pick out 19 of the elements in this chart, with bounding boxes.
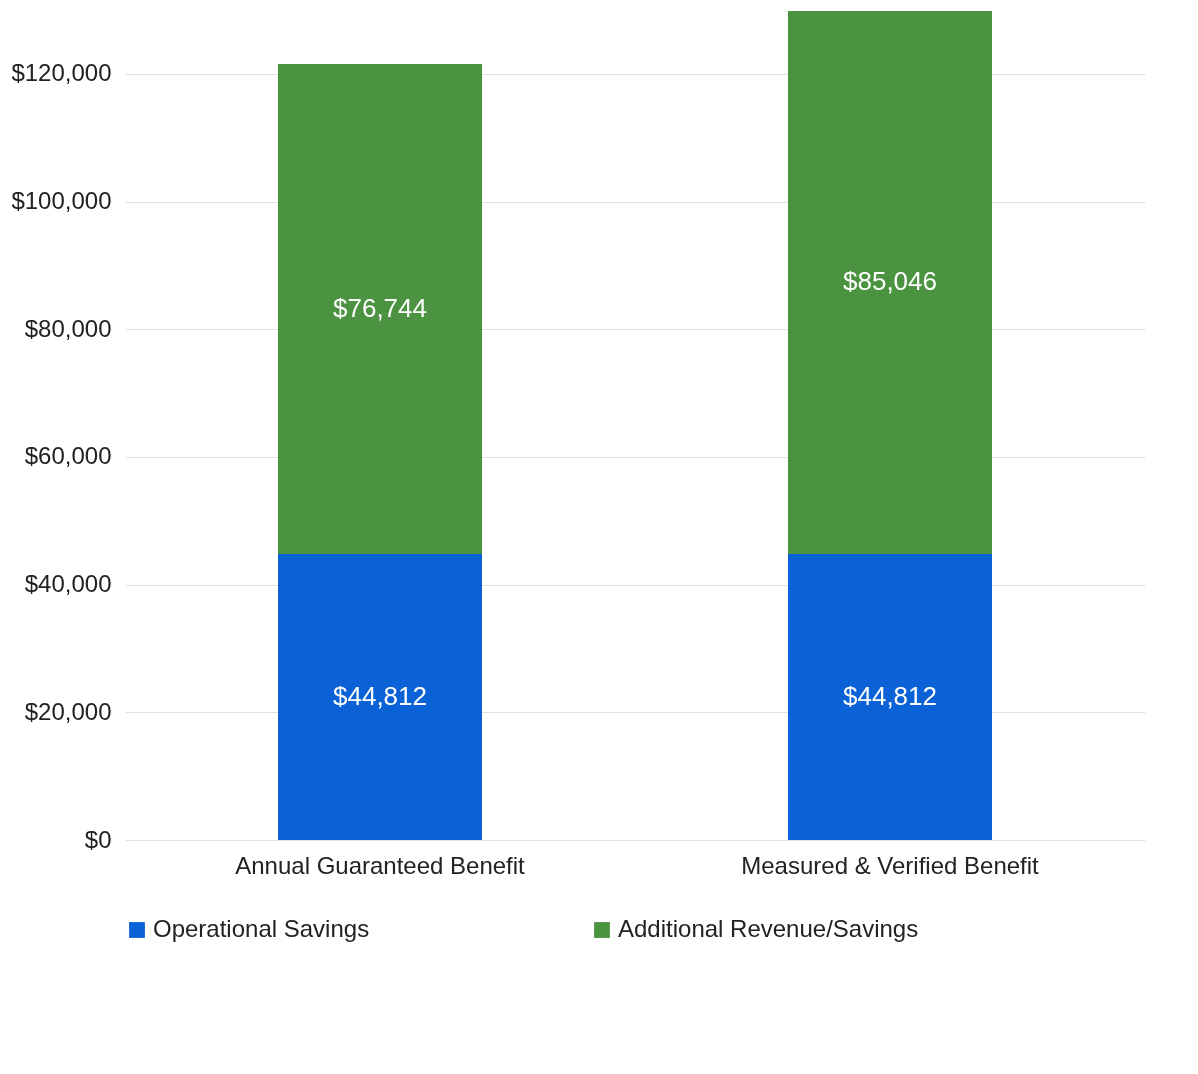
- text: $44,812: [843, 680, 937, 711]
- bar: [278, 553, 482, 840]
- bar: [278, 63, 482, 554]
- bar: [788, 10, 992, 554]
- x-tick-label: Annual Guaranteed Benefit: [235, 851, 526, 879]
- legend-label: Operational Savings: [153, 915, 370, 942]
- text: $85,046: [843, 266, 937, 297]
- y-tick-label: $20,000: [24, 697, 112, 725]
- y-tick-label: $80,000: [24, 314, 112, 342]
- y-tick-label: $100,000: [11, 187, 112, 215]
- bar: [788, 553, 992, 840]
- y-tick-label: $120,000: [11, 59, 112, 87]
- text: $44,812: [333, 680, 427, 711]
- legend-label: Additional Revenue/Savings: [618, 915, 919, 942]
- text: $76,744: [333, 292, 427, 323]
- y-tick-label: $0: [84, 825, 112, 853]
- x-tick-label: Measured & Verified Benefit: [741, 851, 1040, 879]
- y-tick-label: $40,000: [24, 570, 112, 598]
- y-tick-label: $60,000: [24, 442, 112, 470]
